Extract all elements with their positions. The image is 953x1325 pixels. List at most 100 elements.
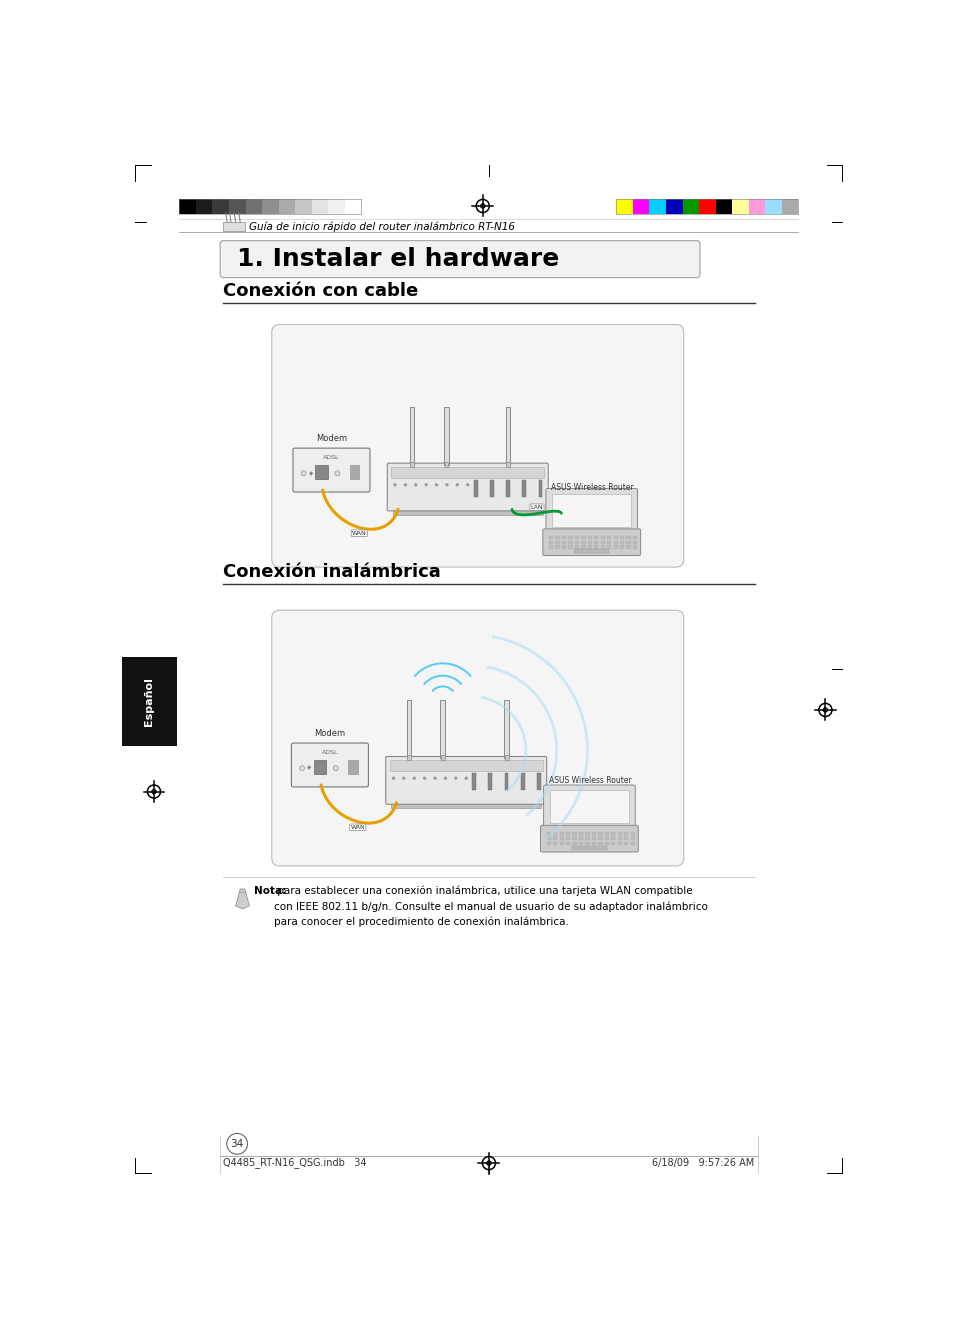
Bar <box>578 837 582 840</box>
Text: Nota:: Nota: <box>253 886 286 896</box>
Bar <box>630 837 634 840</box>
Circle shape <box>300 767 303 770</box>
Bar <box>179 199 361 215</box>
Bar <box>587 541 591 545</box>
Bar <box>665 199 681 215</box>
FancyBboxPatch shape <box>542 529 640 555</box>
Bar <box>555 545 559 549</box>
FancyBboxPatch shape <box>387 464 548 511</box>
Bar <box>546 841 550 845</box>
Text: ASUS Wireless Router: ASUS Wireless Router <box>548 776 631 784</box>
Bar <box>764 199 781 215</box>
Bar <box>606 545 611 549</box>
Bar <box>409 407 414 465</box>
FancyBboxPatch shape <box>291 743 368 787</box>
Circle shape <box>423 778 425 779</box>
Bar <box>407 755 411 761</box>
Bar <box>699 199 715 215</box>
Bar <box>553 837 557 840</box>
Circle shape <box>299 766 304 770</box>
FancyBboxPatch shape <box>545 489 637 533</box>
Text: ◆: ◆ <box>309 470 313 476</box>
Text: ASUS Wireless Router: ASUS Wireless Router <box>550 482 633 492</box>
Bar <box>122 657 177 746</box>
Bar <box>616 199 632 215</box>
Bar <box>594 541 598 545</box>
Bar <box>611 841 615 845</box>
Bar <box>619 545 623 549</box>
Bar <box>444 461 448 466</box>
Bar <box>626 535 630 539</box>
Bar <box>568 535 572 539</box>
Circle shape <box>335 767 336 770</box>
Bar <box>474 480 477 497</box>
Circle shape <box>335 472 339 476</box>
Bar <box>262 199 278 215</box>
Bar <box>505 407 510 465</box>
Bar <box>295 199 312 215</box>
Bar <box>555 535 559 539</box>
Bar <box>748 199 764 215</box>
Text: LAN: LAN <box>530 505 542 510</box>
FancyBboxPatch shape <box>220 241 700 277</box>
Text: ADSL: ADSL <box>323 454 339 460</box>
Bar <box>604 837 608 840</box>
FancyBboxPatch shape <box>272 611 683 865</box>
Circle shape <box>402 778 404 779</box>
Text: WAN: WAN <box>350 824 365 829</box>
Bar <box>520 774 524 790</box>
Bar <box>549 791 628 823</box>
Text: Q4485_RT-N16_QSG.indb   34: Q4485_RT-N16_QSG.indb 34 <box>223 1157 366 1169</box>
Bar <box>561 541 565 545</box>
Bar <box>559 837 563 840</box>
Bar <box>565 837 570 840</box>
Bar <box>345 199 361 215</box>
Bar <box>245 199 262 215</box>
Bar <box>559 832 563 836</box>
Bar <box>585 832 589 836</box>
Bar <box>504 755 508 761</box>
Bar <box>574 550 609 554</box>
Bar <box>598 837 602 840</box>
Circle shape <box>436 484 437 486</box>
FancyBboxPatch shape <box>293 448 370 492</box>
Bar <box>568 545 572 549</box>
Bar <box>632 545 637 549</box>
FancyBboxPatch shape <box>272 325 683 567</box>
Bar <box>546 837 550 840</box>
Polygon shape <box>235 889 249 909</box>
Bar <box>598 832 602 836</box>
Text: ◆: ◆ <box>307 766 312 771</box>
Bar <box>522 480 526 497</box>
Bar <box>548 541 553 545</box>
Bar <box>587 545 591 549</box>
Bar <box>623 841 628 845</box>
Bar <box>506 480 510 497</box>
Text: WAN: WAN <box>352 530 366 535</box>
Bar <box>572 837 577 840</box>
Text: Guía de inicio rápido del router inalámbrico RT-N16: Guía de inicio rápido del router inalámb… <box>249 221 515 232</box>
Circle shape <box>434 778 436 779</box>
Bar <box>623 832 628 836</box>
Text: Español: Español <box>144 677 154 726</box>
Bar <box>328 199 345 215</box>
Bar <box>565 832 570 836</box>
Bar <box>537 774 540 790</box>
Bar <box>195 199 213 215</box>
Bar <box>580 541 585 545</box>
Bar <box>580 535 585 539</box>
Bar <box>575 545 578 549</box>
Bar <box>506 461 510 466</box>
Bar <box>781 199 798 215</box>
Bar <box>571 845 606 849</box>
Bar <box>619 541 623 545</box>
Bar <box>611 837 615 840</box>
Circle shape <box>425 484 427 486</box>
Bar <box>630 832 634 836</box>
Bar <box>578 832 582 836</box>
Circle shape <box>466 484 468 486</box>
Circle shape <box>335 472 338 474</box>
Bar <box>623 837 628 840</box>
FancyBboxPatch shape <box>543 784 635 828</box>
Bar <box>585 837 589 840</box>
